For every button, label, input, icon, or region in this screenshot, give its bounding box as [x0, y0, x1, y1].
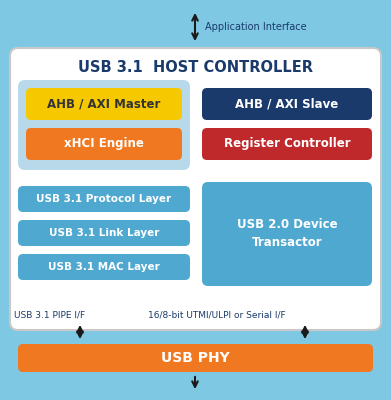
Text: AHB / AXI Master: AHB / AXI Master — [47, 98, 161, 110]
FancyBboxPatch shape — [202, 128, 372, 160]
FancyBboxPatch shape — [18, 186, 190, 212]
Text: USB 3.1 PIPE I/F: USB 3.1 PIPE I/F — [14, 310, 85, 320]
FancyBboxPatch shape — [18, 80, 190, 170]
FancyBboxPatch shape — [18, 344, 373, 372]
FancyBboxPatch shape — [26, 128, 182, 160]
Text: 16/8-bit UTMI/ULPI or Serial I/F: 16/8-bit UTMI/ULPI or Serial I/F — [148, 310, 285, 320]
Text: Register Controller: Register Controller — [224, 138, 350, 150]
FancyBboxPatch shape — [2, 2, 389, 398]
FancyBboxPatch shape — [18, 254, 190, 280]
Text: xHCI Engine: xHCI Engine — [64, 138, 144, 150]
Text: Application Interface: Application Interface — [205, 22, 307, 32]
FancyBboxPatch shape — [26, 88, 182, 120]
Text: USB 2.0 Device
Transactor: USB 2.0 Device Transactor — [237, 218, 337, 250]
FancyBboxPatch shape — [202, 182, 372, 286]
Text: USB 3.1  HOST CONTROLLER: USB 3.1 HOST CONTROLLER — [77, 60, 312, 76]
Text: USB 3.1 MAC Layer: USB 3.1 MAC Layer — [48, 262, 160, 272]
FancyBboxPatch shape — [202, 88, 372, 120]
Text: USB 3.1 Link Layer: USB 3.1 Link Layer — [49, 228, 159, 238]
FancyBboxPatch shape — [18, 220, 190, 246]
Text: AHB / AXI Slave: AHB / AXI Slave — [235, 98, 339, 110]
Text: USB 3.1 Protocol Layer: USB 3.1 Protocol Layer — [36, 194, 172, 204]
Text: USB PHY: USB PHY — [161, 351, 230, 365]
FancyBboxPatch shape — [10, 48, 381, 330]
